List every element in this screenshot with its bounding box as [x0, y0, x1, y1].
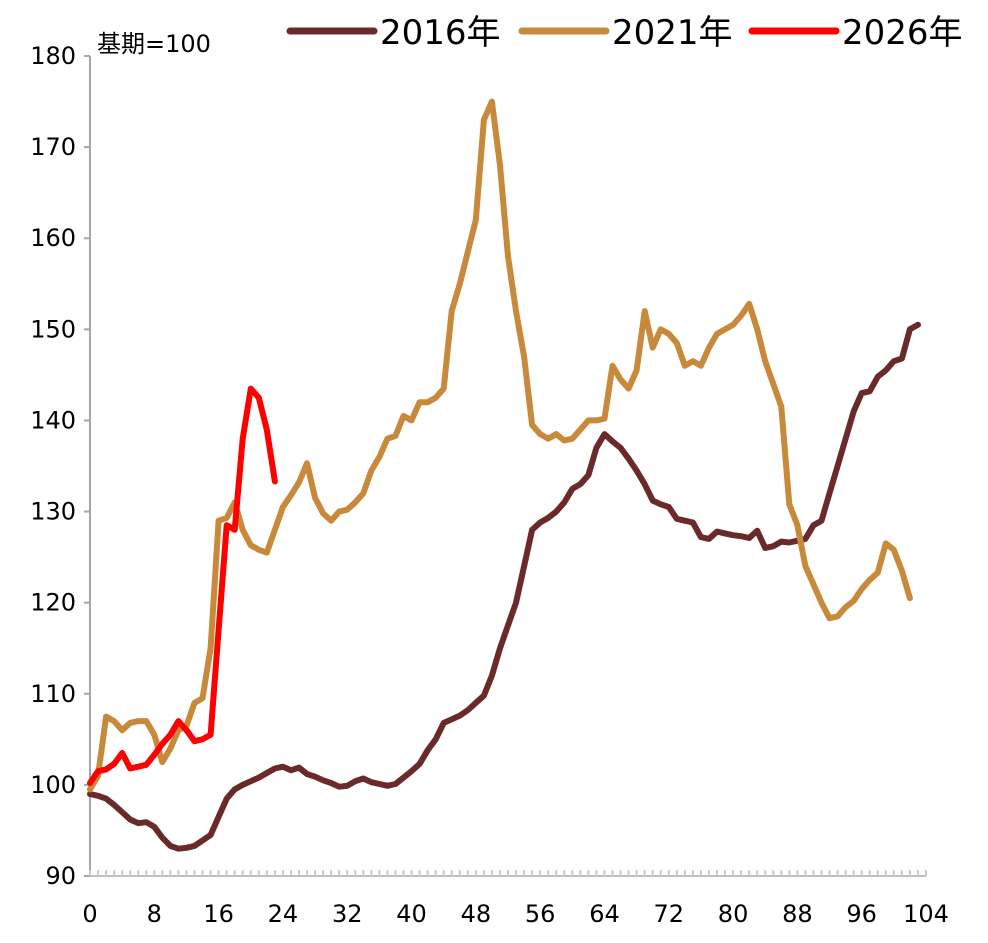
x-tick-label: 24 [268, 900, 299, 928]
x-tick-label: 96 [846, 900, 877, 928]
y-tick-label: 90 [45, 862, 76, 890]
x-axis: 0 8 16 24 32 40 48 56 64 72 80 88 96 104 [82, 870, 949, 928]
y-tick-label: 120 [30, 589, 76, 617]
legend-label: 2021年 [612, 13, 733, 53]
x-tick-label: 72 [653, 900, 684, 928]
x-tick-label: 80 [718, 900, 749, 928]
x-tick-label: 40 [396, 900, 427, 928]
y-tick-label: 110 [30, 680, 76, 708]
legend-label: 2016年 [380, 13, 501, 53]
y-tick-label: 140 [30, 406, 76, 434]
x-tick-label: 88 [782, 900, 813, 928]
y-tick-label: 160 [30, 224, 76, 252]
x-tick-label: 48 [461, 900, 492, 928]
legend-label: 2026年 [842, 13, 963, 53]
unit-label: 基期=100 [97, 30, 211, 58]
series-line-3 [87, 385, 278, 787]
x-tick-label: 0 [82, 900, 97, 928]
x-tick-label: 8 [147, 900, 162, 928]
legend: 2016年 2021年 2026年 [286, 13, 963, 53]
y-axis: 90 100 110 120 130 140 150 160 170 180 [30, 42, 91, 890]
series-line-2 [87, 98, 913, 793]
y-tick-label: 150 [30, 315, 76, 343]
y-tick-label: 130 [30, 498, 76, 526]
x-tick-label: 64 [589, 900, 620, 928]
series-line-1 [87, 321, 921, 852]
x-tick-label: 56 [525, 900, 556, 928]
y-tick-label: 100 [30, 771, 76, 799]
x-tick-label: 104 [903, 900, 949, 928]
y-tick-label: 170 [30, 133, 76, 161]
x-tick-label: 16 [203, 900, 234, 928]
series-layer [87, 98, 921, 852]
x-tick-label: 32 [332, 900, 363, 928]
y-tick-label: 180 [30, 42, 76, 70]
